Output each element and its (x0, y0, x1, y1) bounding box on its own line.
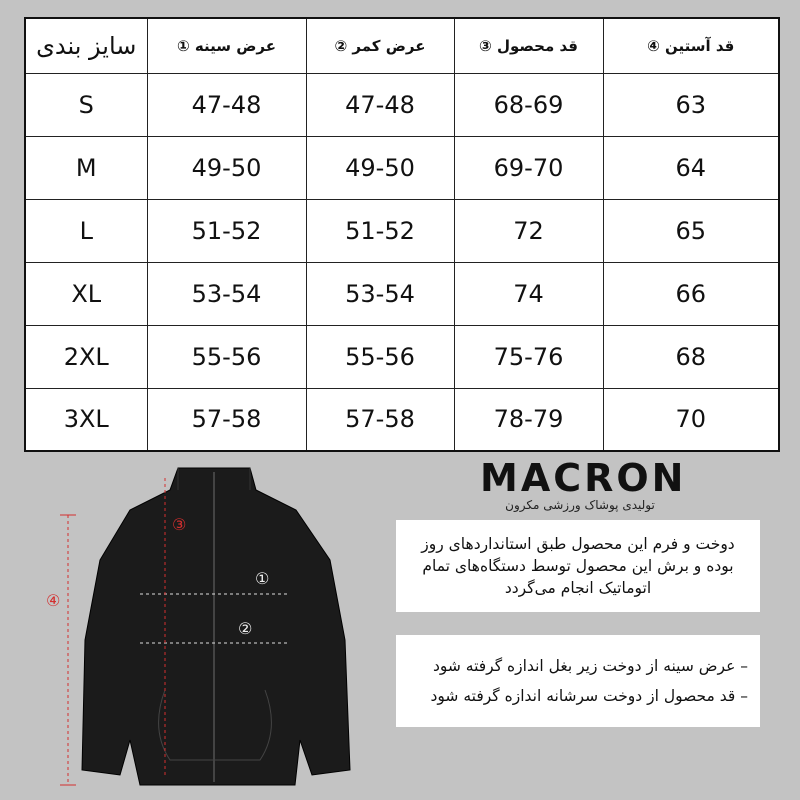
cell-chest: 51-52 (146, 198, 307, 263)
cell-length: 72 (453, 198, 604, 263)
cell-size: 2XL (24, 324, 148, 389)
cell-chest: 53-54 (146, 261, 307, 326)
info-text: دوخت و فرم این محصول طبق استانداردهای رو… (421, 535, 735, 597)
size-table: سایز بندی عرض سینه ① عرض کمر ② قد محصول … (24, 17, 780, 452)
cell-waist: 53-54 (305, 261, 455, 326)
cell-waist: 51-52 (305, 198, 455, 263)
brand-logo: MACRON تولیدی پوشاک ورزشی مکرون (480, 456, 687, 512)
brand-subtitle: تولیدی پوشاک ورزشی مکرون (505, 498, 655, 512)
cell-sleeve: 68 (602, 324, 780, 389)
cell-waist: 49-50 (305, 135, 455, 200)
table-row: M 49-50 49-50 69-70 64 (24, 135, 780, 200)
notes-box: – عرض سینه از دوخت زیر بغل اندازه گرفته … (396, 635, 760, 727)
cell-size: M (24, 135, 148, 200)
note-item: – عرض سینه از دوخت زیر بغل اندازه گرفته … (432, 657, 748, 675)
header-waist: عرض کمر ② (305, 17, 455, 74)
marker-length: ③ (172, 515, 186, 534)
cell-chest: 47-48 (146, 72, 307, 137)
table-row: 3XL 57-58 57-58 78-79 70 (24, 387, 780, 452)
collar (177, 468, 251, 490)
cell-chest: 49-50 (146, 135, 307, 200)
table-row: XL 53-54 53-54 74 66 (24, 261, 780, 326)
cell-length: 74 (453, 261, 604, 326)
info-box: دوخت و فرم این محصول طبق استانداردهای رو… (396, 520, 760, 612)
cell-size: L (24, 198, 148, 263)
cell-sleeve: 66 (602, 261, 780, 326)
marker-waist: ② (238, 619, 252, 638)
table-row: 2XL 55-56 55-56 75-76 68 (24, 324, 780, 389)
cell-sleeve: 70 (602, 387, 780, 452)
cell-waist: 47-48 (305, 72, 455, 137)
cell-chest: 57-58 (146, 387, 307, 452)
cell-length: 68-69 (453, 72, 604, 137)
brand-name: MACRON (480, 456, 687, 500)
cell-size: S (24, 72, 148, 137)
cell-sleeve: 63 (602, 72, 780, 137)
table-row: L 51-52 51-52 72 65 (24, 198, 780, 263)
cell-size: 3XL (24, 387, 148, 452)
cell-sleeve: 64 (602, 135, 780, 200)
pocket (158, 689, 272, 761)
cell-length: 78-79 (453, 387, 604, 452)
cell-length: 75-76 (453, 324, 604, 389)
marker-chest: ① (255, 569, 269, 588)
note-item: – قد محصول از دوخت سرشانه اندازه گرفته ش… (430, 687, 748, 705)
marker-sleeve: ④ (46, 591, 60, 610)
cell-length: 69-70 (453, 135, 604, 200)
table-row: S 47-48 47-48 68-69 63 (24, 72, 780, 137)
cell-waist: 57-58 (305, 387, 455, 452)
cell-sleeve: 65 (602, 198, 780, 263)
jacket-body (81, 467, 351, 786)
cell-waist: 55-56 (305, 324, 455, 389)
